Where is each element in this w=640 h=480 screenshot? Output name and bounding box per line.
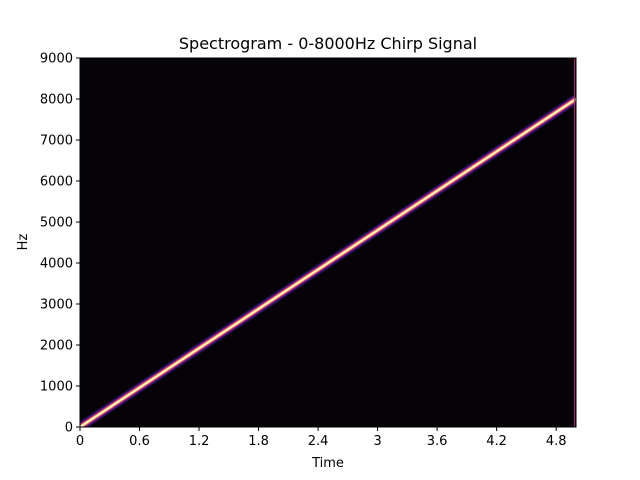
y-axis: 0 1000 2000 3000 4000 5000 6000 7000 8000 9000	[40, 52, 80, 436]
chirp-ridge	[80, 58, 576, 427]
x-axis-label: Time	[311, 456, 344, 471]
y-tick-label: 2000	[40, 339, 73, 354]
y-axis-label: Hz	[16, 234, 31, 251]
x-tick-label: 0.6	[129, 434, 150, 449]
ridge-band	[80, 98, 576, 427]
x-tick-label: 1.2	[189, 434, 210, 449]
y-tick-label: 0	[65, 421, 73, 436]
y-tick-label: 6000	[40, 175, 73, 190]
x-tick-label: 3.6	[427, 434, 448, 449]
x-tick-label: 1.8	[248, 434, 269, 449]
x-tick-label: 3	[373, 434, 381, 449]
y-tick-label: 7000	[40, 134, 73, 149]
y-tick-label: 4000	[40, 257, 73, 272]
y-tick-label: 8000	[40, 93, 73, 108]
x-tick-label: 4.2	[486, 434, 507, 449]
plot-frame	[79, 57, 577, 428]
y-tick-label: 1000	[40, 380, 73, 395]
y-tick-label: 5000	[40, 216, 73, 231]
x-tick-label: 4.8	[546, 434, 567, 449]
x-axis: 0 0.6 1.2 1.8 2.4 3 3.6 4.2 4.8	[76, 427, 567, 449]
x-tick-label: 0	[76, 434, 84, 449]
plot-area	[80, 58, 576, 427]
x-tick-label: 2.4	[308, 434, 329, 449]
chart-title: Spectrogram - 0-8000Hz Chirp Signal	[179, 34, 477, 53]
y-tick-label: 9000	[40, 52, 73, 67]
y-tick-label: 3000	[40, 298, 73, 313]
